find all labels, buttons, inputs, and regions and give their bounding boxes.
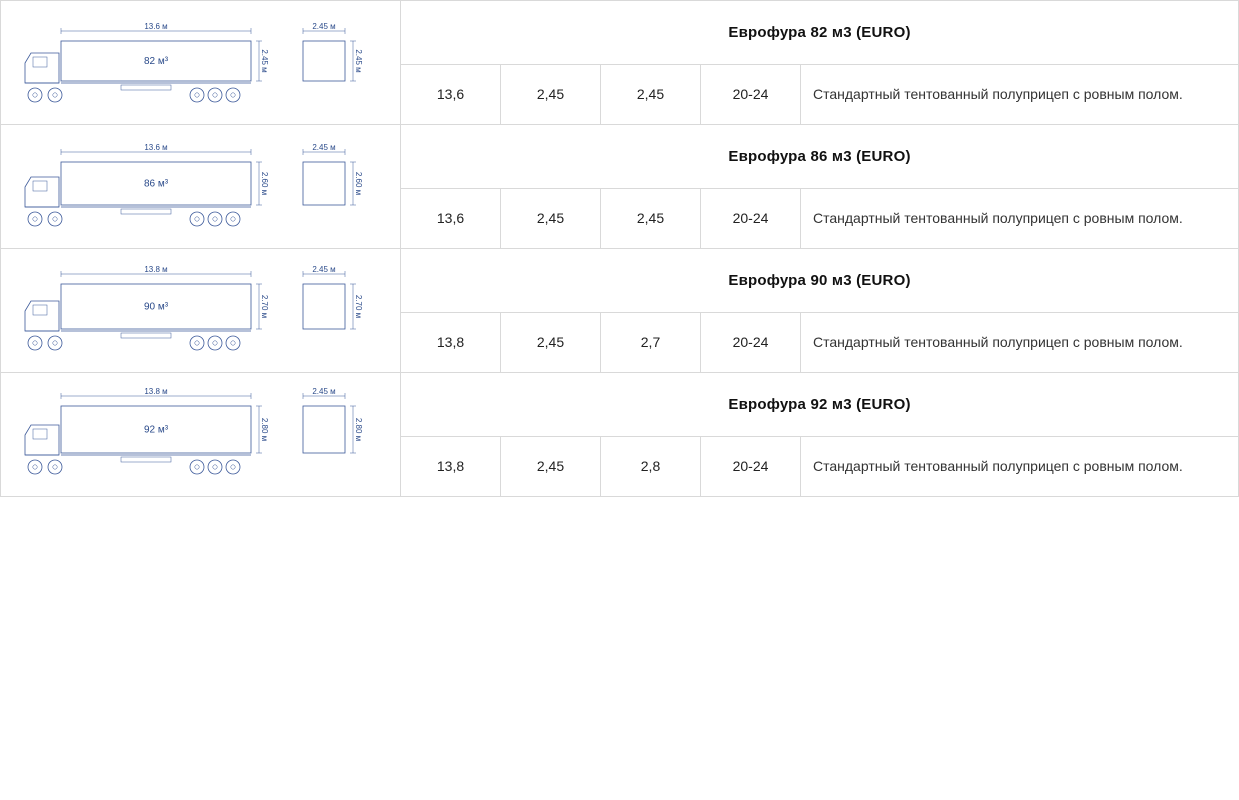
truck-title: Еврофура 92 м3 (EURO) [401, 373, 1239, 437]
truck-length: 13,6 [401, 188, 501, 248]
svg-text:90 м³: 90 м³ [144, 302, 169, 313]
truck-description: Стандартный тентованный полуприцеп с ров… [801, 312, 1239, 372]
svg-text:92 м³: 92 м³ [144, 425, 169, 436]
truck-height: 2,45 [601, 64, 701, 124]
truck-height: 2,8 [601, 436, 701, 496]
svg-text:2.45 м: 2.45 м [312, 387, 335, 396]
svg-text:2.45 м: 2.45 м [312, 265, 335, 274]
truck-title: Еврофура 90 м3 (EURO) [401, 249, 1239, 313]
truck-capacity: 20-24 [701, 64, 801, 124]
truck-width: 2,45 [501, 64, 601, 124]
truck-diagram-cell: 13.6 м 2.45 м 86 м³ [1, 125, 401, 249]
truck-diagram-cell: 13.8 м 2.45 м 90 м³ [1, 249, 401, 373]
svg-text:2.80 м: 2.80 м [260, 418, 269, 441]
truck-diagram-svg: 13.6 м 2.45 м 86 м³ [13, 135, 373, 235]
truck-width: 2,45 [501, 312, 601, 372]
svg-text:2.45 м: 2.45 м [260, 49, 269, 72]
truck-title: Еврофура 86 м3 (EURO) [401, 125, 1239, 189]
truck-diagram-svg: 13.8 м 2.45 м 92 м³ [13, 383, 373, 483]
truck-diagram-svg: 13.8 м 2.45 м 90 м³ [13, 259, 373, 359]
truck-description: Стандартный тентованный полуприцеп с ров… [801, 188, 1239, 248]
trucks-table: 13.6 м 2.45 м 82 м³ [0, 0, 1239, 497]
truck-title-row: 13.8 м 2.45 м 90 м³ [1, 249, 1239, 313]
truck-length: 13,8 [401, 436, 501, 496]
truck-title-row: 13.6 м 2.45 м 86 м³ [1, 125, 1239, 189]
truck-diagram-cell: 13.8 м 2.45 м 92 м³ [1, 373, 401, 497]
truck-capacity: 20-24 [701, 188, 801, 248]
truck-height: 2,45 [601, 188, 701, 248]
svg-text:2.45 м: 2.45 м [354, 49, 363, 72]
svg-text:2.45 м: 2.45 м [312, 143, 335, 152]
truck-width: 2,45 [501, 188, 601, 248]
truck-capacity: 20-24 [701, 436, 801, 496]
truck-title-row: 13.8 м 2.45 м 92 м³ [1, 373, 1239, 437]
truck-title-row: 13.6 м 2.45 м 82 м³ [1, 1, 1239, 65]
svg-text:13.6 м: 13.6 м [144, 143, 167, 152]
svg-text:2.60 м: 2.60 м [260, 172, 269, 195]
truck-length: 13,8 [401, 312, 501, 372]
svg-text:13.8 м: 13.8 м [144, 387, 167, 396]
svg-text:86 м³: 86 м³ [144, 179, 169, 190]
svg-text:2.70 м: 2.70 м [260, 295, 269, 318]
svg-text:82 м³: 82 м³ [144, 56, 169, 67]
svg-text:13.8 м: 13.8 м [144, 265, 167, 274]
truck-height: 2,7 [601, 312, 701, 372]
truck-length: 13,6 [401, 64, 501, 124]
truck-width: 2,45 [501, 436, 601, 496]
truck-diagram-svg: 13.6 м 2.45 м 82 м³ [13, 11, 373, 111]
truck-description: Стандартный тентованный полуприцеп с ров… [801, 436, 1239, 496]
svg-text:2.45 м: 2.45 м [312, 22, 335, 31]
truck-title: Еврофура 82 м3 (EURO) [401, 1, 1239, 65]
svg-text:2.70 м: 2.70 м [354, 295, 363, 318]
truck-diagram-cell: 13.6 м 2.45 м 82 м³ [1, 1, 401, 125]
truck-capacity: 20-24 [701, 312, 801, 372]
svg-text:2.80 м: 2.80 м [354, 418, 363, 441]
svg-text:13.6 м: 13.6 м [144, 22, 167, 31]
svg-text:2.60 м: 2.60 м [354, 172, 363, 195]
truck-description: Стандартный тентованный полуприцеп с ров… [801, 64, 1239, 124]
